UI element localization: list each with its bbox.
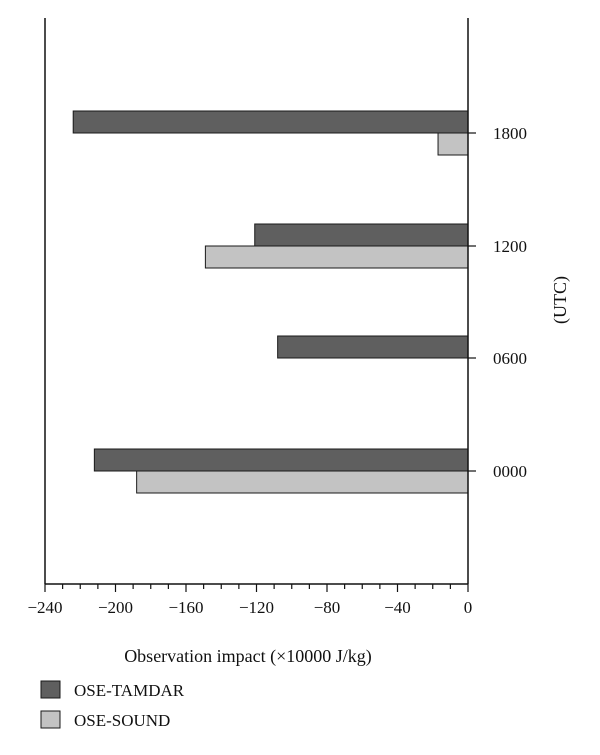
x-tick-label: −80 [314, 598, 341, 617]
x-tick-label: −40 [384, 598, 411, 617]
bar-ose-tamdar-0600 [277, 335, 469, 359]
plot-background [45, 18, 468, 584]
bar-ose-tamdar-1200 [254, 223, 469, 247]
plot-area [45, 18, 468, 584]
bar-ose-sound-1800 [437, 132, 469, 156]
x-tick-labels: −240 −200 −160 −120 −80 −40 0 [27, 598, 472, 617]
legend: OSE-TAMDAR OSE-SOUND [40, 680, 185, 730]
axes [44, 18, 476, 592]
bar-ose-sound-0000 [136, 470, 469, 494]
y-tick-labels: 0000 0600 1200 1800 [493, 124, 527, 481]
y-axis-title: (UTC) [550, 276, 571, 324]
x-axis-title: Observation impact (×10000 J/kg) [124, 646, 372, 667]
legend-swatch-ose-tamdar [40, 680, 61, 699]
y-tick-label: 0600 [493, 349, 527, 368]
x-tick-label: 0 [464, 598, 473, 617]
y-tick-label: 1200 [493, 237, 527, 256]
legend-swatch-ose-sound [40, 710, 61, 729]
x-tick-label: −160 [168, 598, 203, 617]
bar-ose-tamdar-1800 [72, 110, 469, 134]
x-tick-label: −120 [239, 598, 274, 617]
x-tick-label: −240 [27, 598, 62, 617]
legend-label-ose-tamdar: OSE-TAMDAR [74, 681, 185, 700]
y-tick-label: 1800 [493, 124, 527, 143]
x-tick-label: −200 [98, 598, 133, 617]
legend-label-ose-sound: OSE-SOUND [74, 711, 170, 730]
bar-ose-sound-1200 [204, 245, 469, 269]
y-tick-label: 0000 [493, 462, 527, 481]
bar-ose-tamdar-0000 [93, 448, 469, 472]
